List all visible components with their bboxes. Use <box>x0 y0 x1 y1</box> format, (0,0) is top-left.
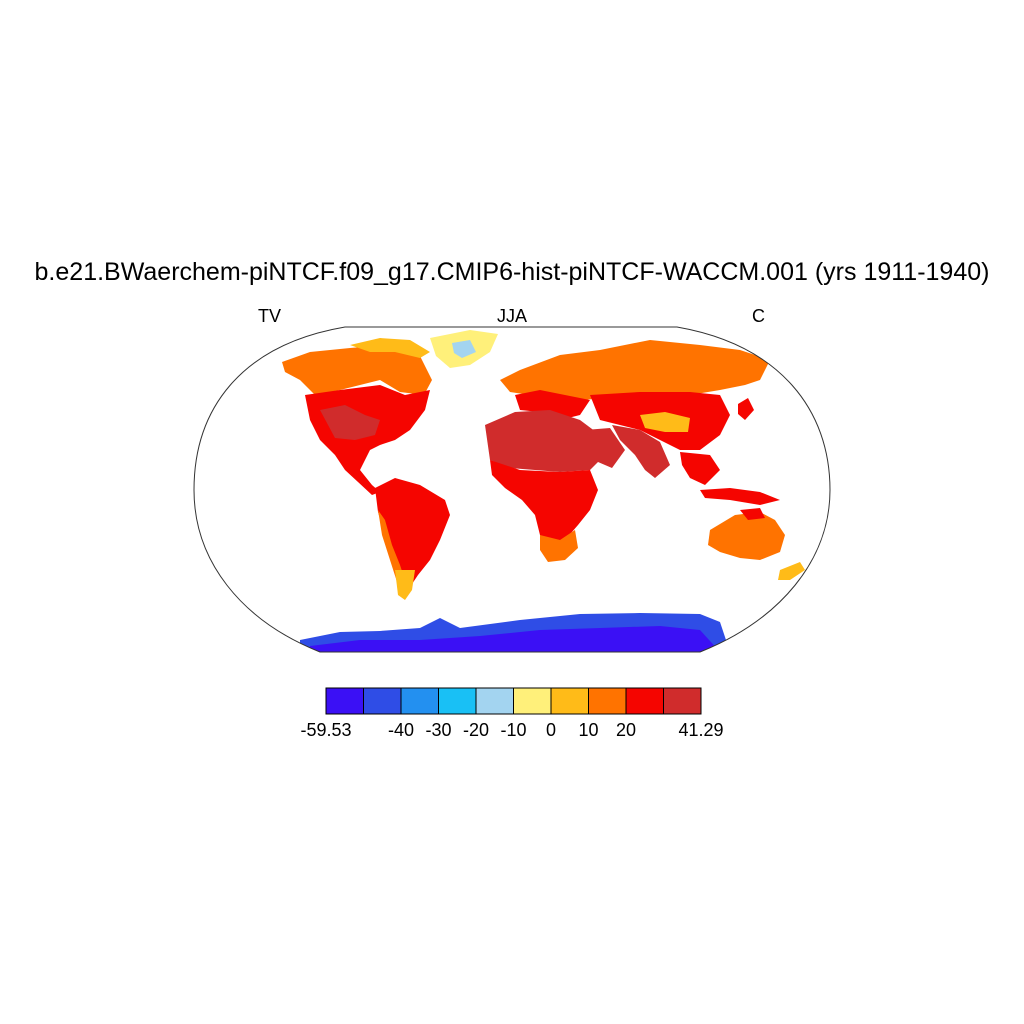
colorbar-tick-label: -20 <box>462 720 490 740</box>
colorbar-tick-label: -59.53 <box>300 720 352 740</box>
globe-outline <box>193 326 831 653</box>
colorbar-box <box>588 687 627 715</box>
colorbar-box <box>438 687 477 715</box>
eurasia-boreal <box>500 340 770 400</box>
indonesia <box>700 488 780 505</box>
colorbar-tick-label: 0 <box>545 720 557 740</box>
tibetan-plateau <box>640 412 690 432</box>
arabia <box>585 428 625 468</box>
japan <box>738 398 754 420</box>
colorbar-box <box>625 687 664 715</box>
colorbar-tick-label: -40 <box>387 720 415 740</box>
colorbar-tick-label: 20 <box>615 720 637 740</box>
colorbar <box>325 687 702 715</box>
land-fill <box>282 330 805 652</box>
right-string-label: C <box>752 306 765 326</box>
greenland-interior <box>452 340 476 358</box>
europe-warm <box>515 390 590 420</box>
colorbar-box <box>475 687 514 715</box>
central-america <box>345 470 380 495</box>
colorbar-box <box>363 687 402 715</box>
colorbar-box <box>400 687 439 715</box>
australia <box>708 512 785 560</box>
africa-south <box>540 530 578 562</box>
southeast-asia <box>680 452 720 485</box>
colorbar-tick-label: 41.29 <box>678 720 724 740</box>
south-america-south <box>395 570 415 600</box>
colorbar-box <box>663 687 702 715</box>
north-america-arctic <box>350 338 430 358</box>
center-string-label: JJA <box>496 306 527 326</box>
plot-title: b.e21.BWaerchem-piNTCF.f09_g17.CMIP6-his… <box>34 258 990 286</box>
antarctica <box>310 626 720 652</box>
left-string-label: TV <box>258 306 282 326</box>
colorbar-tick-label: -30 <box>425 720 452 740</box>
new-zealand <box>778 562 805 580</box>
sahara <box>485 410 605 472</box>
colorbar-tick-label: -10 <box>500 720 527 740</box>
north-america-boreal <box>282 345 432 395</box>
north-america-hot <box>320 405 380 440</box>
colorbar-tick-label: 10 <box>578 720 599 740</box>
australia-north <box>740 508 765 520</box>
colorbar-box <box>325 687 364 715</box>
south-america-andes <box>378 510 405 585</box>
colorbar-box <box>550 687 589 715</box>
africa-central <box>490 460 598 548</box>
colorbar-box <box>513 687 552 715</box>
south-asia <box>612 425 670 478</box>
